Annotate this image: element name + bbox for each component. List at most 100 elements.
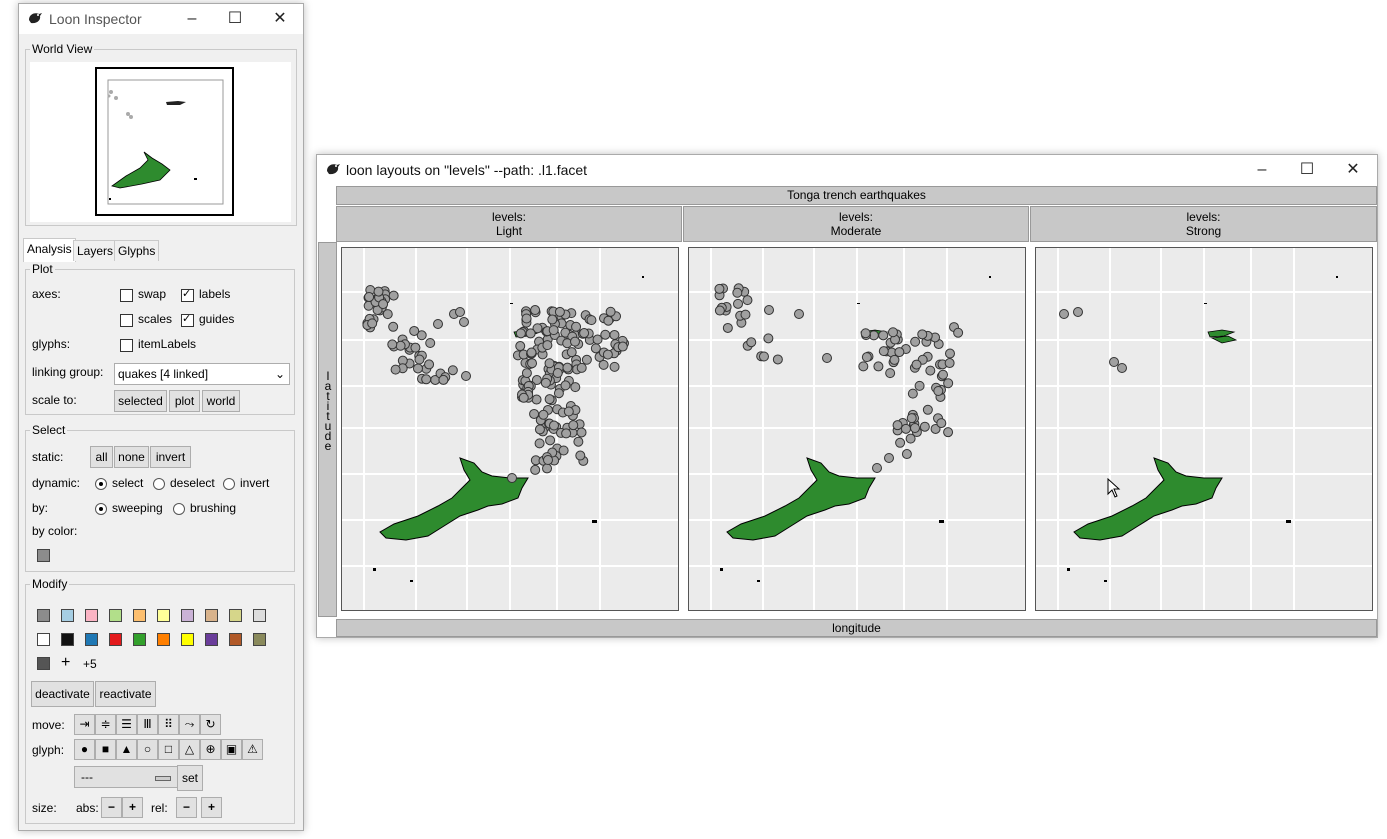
tab-layers[interactable]: Layers bbox=[73, 240, 118, 261]
tab-glyphs[interactable]: Glyphs bbox=[114, 240, 160, 261]
quake-point bbox=[1073, 307, 1083, 317]
color-swatch-row1-7[interactable] bbox=[205, 609, 218, 622]
color-swatch-row1-8[interactable] bbox=[229, 609, 242, 622]
color-swatch-row2-0[interactable] bbox=[37, 633, 50, 646]
facet-maximize-button[interactable]: ☐ bbox=[1299, 161, 1315, 178]
dynamic-select-radio[interactable] bbox=[95, 478, 107, 490]
tab-analysis[interactable]: Analysis bbox=[23, 238, 76, 262]
minimize-button[interactable]: – bbox=[187, 10, 197, 27]
color-swatch-row2-6[interactable] bbox=[181, 633, 194, 646]
glyph-set-button[interactable]: set bbox=[177, 765, 203, 791]
panel-strong-plot[interactable] bbox=[1036, 248, 1372, 610]
scale-plot-button[interactable]: plot bbox=[169, 390, 200, 412]
add-color-icon[interactable]: + bbox=[61, 654, 71, 671]
color-swatch-dark-gray[interactable] bbox=[37, 657, 50, 670]
glyph-button-1-icon[interactable]: ■ bbox=[95, 739, 116, 760]
glyph-button-0-icon[interactable]: ● bbox=[74, 739, 95, 760]
scale-world-button[interactable]: world bbox=[202, 390, 240, 412]
panel-light[interactable] bbox=[341, 247, 679, 611]
quake-point bbox=[395, 340, 406, 351]
inspector-window: Loon Inspector – ☐ ✕ World View Analysis… bbox=[18, 3, 304, 831]
facet-minimize-button[interactable]: – bbox=[1257, 161, 1267, 178]
select-none-button[interactable]: none bbox=[114, 446, 149, 468]
color-swatch-row1-6[interactable] bbox=[181, 609, 194, 622]
swap-checkbox[interactable] bbox=[120, 289, 133, 302]
rel-decrease-button[interactable]: − bbox=[176, 797, 197, 818]
glyph-button-5-icon[interactable]: △ bbox=[179, 739, 200, 760]
glyph-button-4-icon[interactable]: □ bbox=[158, 739, 179, 760]
world-view-canvas[interactable] bbox=[30, 62, 291, 222]
glyph-button-8-icon[interactable]: ⚠ bbox=[242, 739, 263, 760]
by-sweeping-radio[interactable] bbox=[95, 503, 107, 515]
maximize-button[interactable]: ☐ bbox=[227, 10, 243, 27]
linking-group-select[interactable]: quakes [4 linked] ⌄ bbox=[114, 363, 290, 385]
island-shape bbox=[720, 568, 723, 571]
color-swatch-row2-7[interactable] bbox=[205, 633, 218, 646]
quake-point bbox=[576, 362, 587, 373]
move-button-2-icon[interactable]: ☰ bbox=[116, 714, 137, 735]
move-button-1-icon[interactable]: ≑ bbox=[95, 714, 116, 735]
color-swatch-row2-8[interactable] bbox=[229, 633, 242, 646]
guides-label: guides bbox=[199, 312, 235, 326]
quake-point bbox=[410, 342, 421, 353]
quake-point bbox=[570, 336, 581, 347]
color-swatch-row1-4[interactable] bbox=[133, 609, 146, 622]
panel-moderate[interactable] bbox=[688, 247, 1026, 611]
by-color-swatch[interactable] bbox=[37, 549, 50, 562]
glyph-button-6-icon[interactable]: ⊕ bbox=[200, 739, 221, 760]
quake-point bbox=[515, 328, 526, 339]
move-button-6-icon[interactable]: ↻ bbox=[200, 714, 221, 735]
deactivate-button[interactable]: deactivate bbox=[31, 681, 94, 707]
item-labels-checkbox[interactable] bbox=[120, 339, 133, 352]
quake-point bbox=[548, 325, 559, 336]
panel-moderate-plot[interactable] bbox=[689, 248, 1025, 610]
scale-selected-button[interactable]: selected bbox=[114, 390, 167, 412]
move-button-5-icon[interactable]: ⤳ bbox=[179, 714, 200, 735]
move-button-0-icon[interactable]: ⇥ bbox=[74, 714, 95, 735]
dynamic-deselect-radio[interactable] bbox=[153, 478, 165, 490]
glyph-button-3-icon[interactable]: ○ bbox=[137, 739, 158, 760]
color-swatch-row1-0[interactable] bbox=[37, 609, 50, 622]
scales-checkbox[interactable] bbox=[120, 314, 133, 327]
facet-close-button[interactable]: ✕ bbox=[1346, 161, 1360, 178]
rel-increase-button[interactable]: + bbox=[201, 797, 222, 818]
color-swatch-row2-3[interactable] bbox=[109, 633, 122, 646]
quake-point bbox=[910, 336, 921, 347]
guides-checkbox[interactable] bbox=[181, 312, 194, 327]
select-invert-button[interactable]: invert bbox=[150, 446, 191, 468]
move-button-4-icon[interactable]: ⠿ bbox=[158, 714, 179, 735]
labels-checkbox[interactable] bbox=[181, 287, 194, 302]
color-swatch-row2-4[interactable] bbox=[133, 633, 146, 646]
color-swatch-row2-5[interactable] bbox=[157, 633, 170, 646]
more-colors-label[interactable]: +5 bbox=[83, 657, 97, 671]
color-swatch-row2-2[interactable] bbox=[85, 633, 98, 646]
island-shape bbox=[1104, 580, 1107, 582]
abs-decrease-button[interactable]: − bbox=[101, 797, 122, 818]
glyph-button-2-icon[interactable]: ▲ bbox=[116, 739, 137, 760]
quake-point bbox=[534, 438, 545, 449]
quake-point bbox=[560, 380, 571, 391]
color-swatch-row1-5[interactable] bbox=[157, 609, 170, 622]
color-swatch-row2-1[interactable] bbox=[61, 633, 74, 646]
quake-point bbox=[518, 392, 529, 403]
move-button-3-icon[interactable]: Ⅲ bbox=[137, 714, 158, 735]
by-brushing-radio[interactable] bbox=[173, 503, 185, 515]
abs-label: abs: bbox=[76, 801, 99, 815]
panel-light-plot[interactable] bbox=[342, 248, 678, 610]
quake-point bbox=[917, 329, 928, 340]
reactivate-button[interactable]: reactivate bbox=[95, 681, 156, 707]
glyph-select[interactable]: --- bbox=[74, 766, 178, 788]
color-swatch-row2-9[interactable] bbox=[253, 633, 266, 646]
color-swatch-row1-1[interactable] bbox=[61, 609, 74, 622]
abs-increase-button[interactable]: + bbox=[122, 797, 143, 818]
color-swatch-row1-2[interactable] bbox=[85, 609, 98, 622]
panel-strong[interactable] bbox=[1035, 247, 1373, 611]
color-swatch-row1-9[interactable] bbox=[253, 609, 266, 622]
quake-point bbox=[412, 363, 423, 374]
dynamic-invert-radio[interactable] bbox=[223, 478, 235, 490]
glyph-button-7-icon[interactable]: ▣ bbox=[221, 739, 242, 760]
close-button[interactable]: ✕ bbox=[273, 10, 287, 27]
select-all-button[interactable]: all bbox=[90, 446, 113, 468]
color-swatch-row1-3[interactable] bbox=[109, 609, 122, 622]
